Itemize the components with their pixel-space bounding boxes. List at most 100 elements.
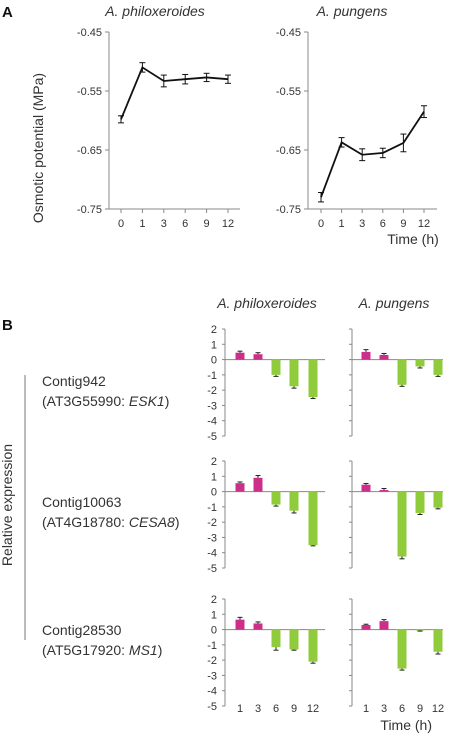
bar bbox=[433, 359, 443, 375]
gene-label-contig28530: Contig28530 (AT5G17920: MS1) bbox=[42, 622, 162, 658]
bar bbox=[253, 477, 263, 492]
bar bbox=[253, 354, 263, 360]
x-tick-label: 9 bbox=[400, 218, 406, 230]
series-line bbox=[320, 111, 425, 198]
panel-b-y-axis-label: Relative expression bbox=[0, 444, 15, 566]
x-tick-label: 0 bbox=[318, 218, 324, 230]
gene-label-line1: Contig942 bbox=[42, 373, 106, 389]
gene-label-line2: (AT5G17920: MS1) bbox=[42, 642, 162, 658]
panel-a-y-axis-label: Osmotic potential (MPa) bbox=[30, 73, 46, 223]
bar bbox=[308, 359, 318, 398]
panel-a-left-title: A. philoxeroides bbox=[104, 3, 205, 19]
bar bbox=[235, 483, 245, 492]
panel-b-column-title-philoxeroides: A. philoxeroides bbox=[216, 295, 317, 311]
bar bbox=[361, 624, 371, 630]
panel-b-x-axis-label: Time (h) bbox=[380, 717, 432, 733]
bar bbox=[397, 629, 407, 669]
gene-label-contig942: Contig942 (AT3G55990: ESK1) bbox=[42, 373, 169, 409]
panel-b-column-title-pungens: A. pungens bbox=[358, 295, 430, 311]
y-tick-label: -0.55 bbox=[77, 86, 102, 98]
y-tick-label: 2 bbox=[211, 324, 217, 336]
y-tick-label: -0.75 bbox=[276, 204, 301, 216]
bar bbox=[289, 629, 299, 650]
y-tick-label: -4 bbox=[207, 686, 217, 698]
gene-label-line2: (AT3G55990: ESK1) bbox=[42, 393, 169, 409]
bar-chart-grid: 2 1 0 -1 -2 -3 -4 -5 2 1 0 -1 -2 -3 -4 -5 2 1 0 -1 -2 -3 -4 -5 1… bbox=[207, 324, 444, 715]
y-tick-label: 1 bbox=[211, 339, 217, 351]
y-tick-label: -3 bbox=[207, 532, 217, 544]
bar bbox=[379, 621, 389, 630]
y-tick-label: -2 bbox=[207, 385, 217, 397]
x-tick-label: 9 bbox=[417, 703, 423, 715]
bar bbox=[271, 491, 281, 505]
y-tick-label: -2 bbox=[207, 517, 217, 529]
bar bbox=[397, 359, 407, 385]
x-tick-label: 3 bbox=[255, 703, 261, 715]
x-tick-label: 12 bbox=[432, 703, 444, 715]
y-tick-label: 0 bbox=[211, 625, 217, 637]
x-tick-label: 12 bbox=[307, 703, 319, 715]
bar bbox=[271, 359, 281, 375]
y-tick-label: -5 bbox=[207, 431, 217, 443]
line-chart-philoxeroides: -0.45 -0.55 -0.65 -0.75 0 1 3 6 9 12 bbox=[77, 27, 240, 230]
x-tick-label: 1 bbox=[339, 218, 345, 230]
x-tick-label: 6 bbox=[182, 218, 188, 230]
x-tick-label: 1 bbox=[363, 703, 369, 715]
y-tick-label: -1 bbox=[207, 502, 217, 514]
x-tick-label: 9 bbox=[291, 703, 297, 715]
bar bbox=[308, 629, 318, 662]
y-tick-label: -3 bbox=[207, 400, 217, 412]
y-tick-label: -4 bbox=[207, 548, 217, 560]
x-tick-label: 9 bbox=[204, 218, 210, 230]
x-tick-label: 6 bbox=[399, 703, 405, 715]
y-tick-label: -3 bbox=[207, 670, 217, 682]
bar bbox=[361, 351, 371, 360]
y-tick-label: -1 bbox=[207, 640, 217, 652]
gene-label-line1: Contig10063 bbox=[42, 494, 122, 510]
bar bbox=[271, 629, 281, 648]
y-tick-label: 2 bbox=[211, 456, 217, 468]
bar bbox=[433, 629, 443, 652]
x-tick-label: 3 bbox=[359, 218, 365, 230]
bar bbox=[379, 490, 389, 492]
y-tick-label: -0.65 bbox=[276, 145, 301, 157]
bar bbox=[415, 629, 425, 631]
y-tick-label: -0.45 bbox=[77, 27, 102, 39]
bar bbox=[415, 359, 425, 367]
gene-label-line1: Contig28530 bbox=[42, 622, 122, 638]
bar bbox=[415, 491, 425, 513]
y-tick-label: 1 bbox=[211, 609, 217, 621]
y-tick-label: 0 bbox=[211, 487, 217, 499]
bar bbox=[308, 491, 318, 546]
x-tick-label: 1 bbox=[237, 703, 243, 715]
x-tick-label: 0 bbox=[118, 218, 124, 230]
line-chart-pungens: -0.45 -0.55 -0.65 -0.75 0 1 3 6 9 12 bbox=[276, 27, 437, 230]
y-tick-label: 2 bbox=[211, 594, 217, 606]
y-tick-label: -2 bbox=[207, 655, 217, 667]
x-tick-label: 1 bbox=[139, 218, 145, 230]
panel-a-letter: A bbox=[2, 4, 13, 21]
bar bbox=[361, 484, 371, 492]
x-tick-label: 12 bbox=[418, 218, 430, 230]
panel-b-letter: B bbox=[2, 317, 13, 334]
x-tick-label: 3 bbox=[381, 703, 387, 715]
bar bbox=[235, 352, 245, 360]
gene-label-line2: (AT4G18780: CESA8) bbox=[42, 514, 180, 530]
panel-a-x-axis-label: Time (h) bbox=[387, 231, 439, 247]
y-tick-label: -5 bbox=[207, 563, 217, 575]
x-tick-label: 6 bbox=[380, 218, 386, 230]
x-tick-label: 3 bbox=[161, 218, 167, 230]
bar bbox=[235, 619, 245, 630]
y-tick-label: -0.45 bbox=[276, 27, 301, 39]
bar bbox=[379, 354, 389, 360]
bar bbox=[289, 491, 299, 511]
x-tick-label: 12 bbox=[222, 218, 234, 230]
y-tick-label: 0 bbox=[211, 355, 217, 367]
bar bbox=[253, 623, 263, 630]
gene-label-contig10063: Contig10063 (AT4G18780: CESA8) bbox=[42, 494, 180, 530]
y-tick-label: -4 bbox=[207, 416, 217, 428]
y-tick-label: -5 bbox=[207, 701, 217, 713]
bar bbox=[397, 491, 407, 557]
y-tick-label: -0.55 bbox=[276, 86, 301, 98]
